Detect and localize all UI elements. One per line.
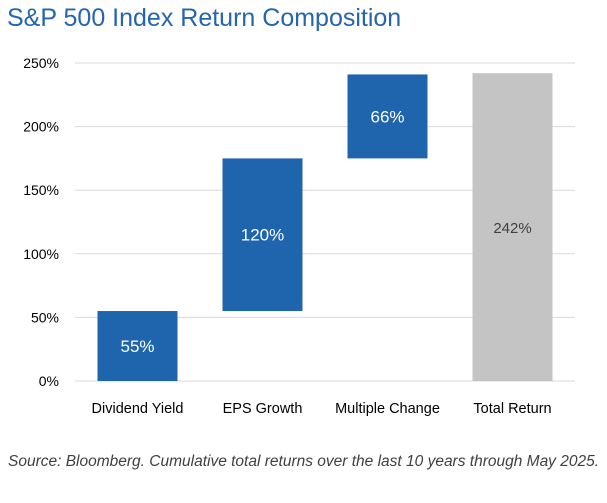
x-tick-label: Dividend Yield bbox=[92, 401, 184, 417]
y-tick-label: 50% bbox=[31, 309, 59, 325]
waterfall-chart: 0% 50% 100% 150% 200% 250% 55% Dividend Yield 12… bbox=[23, 55, 575, 417]
y-tick-label: 100% bbox=[23, 246, 59, 262]
data-label: 120% bbox=[241, 226, 284, 245]
source-note: Source: Bloomberg. Cumulative total retu… bbox=[8, 453, 600, 470]
y-tick-label: 250% bbox=[23, 55, 59, 71]
x-tick-label: Multiple Change bbox=[335, 401, 440, 417]
bar-total-return bbox=[472, 73, 553, 382]
data-label: 242% bbox=[493, 220, 531, 237]
x-tick-label: EPS Growth bbox=[223, 401, 303, 417]
y-tick-label: 0% bbox=[39, 373, 59, 389]
data-label: 55% bbox=[120, 337, 154, 356]
bar-multiple-change bbox=[347, 74, 428, 159]
y-tick-label: 200% bbox=[23, 119, 59, 135]
data-label: 66% bbox=[370, 107, 404, 126]
bar-dividend-yield bbox=[97, 311, 178, 381]
y-tick-label: 150% bbox=[23, 182, 59, 198]
bar-eps-growth bbox=[222, 158, 303, 312]
chart-title: S&P 500 Index Return Composition bbox=[7, 4, 402, 32]
x-tick-label: Total Return bbox=[473, 401, 551, 417]
